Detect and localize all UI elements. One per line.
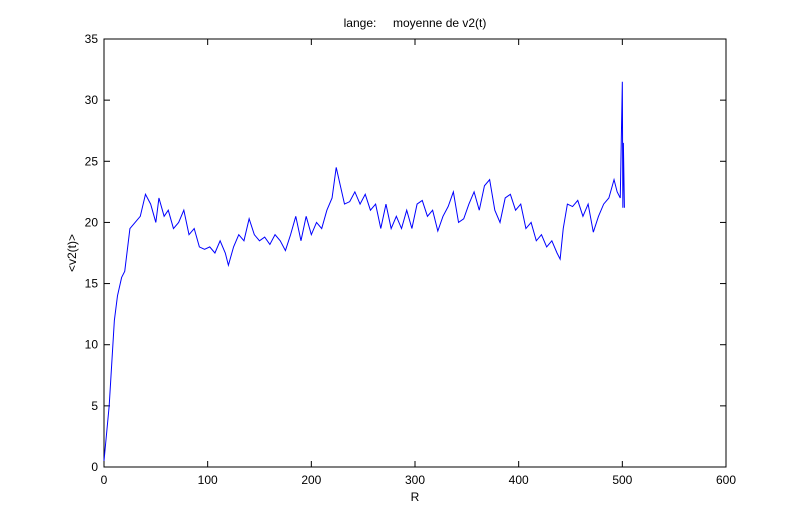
y-tick-label: 35 — [85, 32, 99, 46]
y-axis-label: <v2(t)> — [65, 234, 79, 272]
x-axis-label: R — [411, 490, 420, 504]
y-tick-label: 10 — [85, 338, 99, 352]
y-tick-label: 15 — [85, 277, 99, 291]
x-tick-label: 200 — [301, 473, 321, 487]
y-tick-label: 30 — [85, 93, 99, 107]
x-tick-label: 100 — [198, 473, 218, 487]
x-tick-label: 600 — [716, 473, 736, 487]
x-tick-label: 0 — [101, 473, 108, 487]
y-tick-label: 0 — [91, 460, 98, 474]
chart-title: lange: moyenne de v2(t) — [344, 16, 487, 30]
y-tick-label: 5 — [91, 399, 98, 413]
x-tick-label: 400 — [509, 473, 529, 487]
y-tick-label: 20 — [85, 215, 99, 229]
y-tick-label: 25 — [85, 154, 99, 168]
data-line — [103, 81, 625, 461]
plot-frame — [103, 38, 727, 468]
x-tick-label: 300 — [405, 473, 425, 487]
x-tick-label: 500 — [612, 473, 632, 487]
